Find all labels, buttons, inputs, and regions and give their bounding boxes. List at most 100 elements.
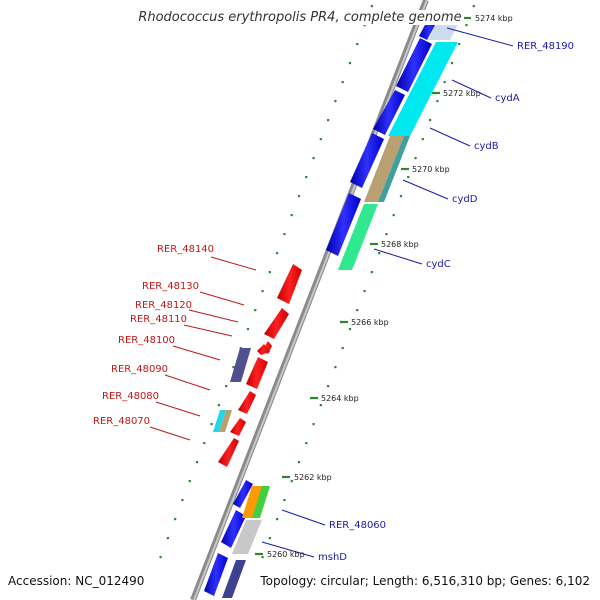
gene-band-cydb <box>378 136 410 202</box>
track-dot <box>276 252 279 255</box>
gene-label-rer48130: RER_48130 <box>142 281 199 292</box>
track-dot <box>195 461 199 464</box>
track-dot <box>261 290 264 293</box>
gene-reverse <box>218 438 239 467</box>
track-dot <box>159 556 162 559</box>
track-dot <box>327 119 330 122</box>
track-dot <box>421 138 424 141</box>
track-dot <box>443 81 446 84</box>
track-dot <box>341 347 344 350</box>
track-dot <box>174 518 177 521</box>
gene-reverse <box>277 264 302 304</box>
track-dot <box>261 556 264 559</box>
leader-line <box>281 509 326 526</box>
gene-label-rer48060: RER_48060 <box>329 520 386 531</box>
gene-label-cydb: cydB <box>474 141 499 152</box>
track-dot <box>188 480 191 483</box>
leader-line <box>155 401 201 417</box>
leader-line <box>188 309 239 323</box>
leader-line <box>210 256 257 271</box>
track-dot <box>385 233 388 236</box>
scale-ticks <box>255 16 471 556</box>
leader-line <box>446 27 514 47</box>
leader-lines <box>149 27 514 558</box>
gene-forward <box>204 553 228 596</box>
track-dot <box>290 480 293 483</box>
topology-text: Topology: circular; Length: 6,516,310 bp… <box>260 574 590 588</box>
track-dot <box>290 214 293 217</box>
scale-label: 5270 kbp <box>412 165 450 174</box>
leader-line <box>261 541 315 558</box>
track-dot <box>254 309 257 312</box>
track-dot <box>327 385 330 388</box>
track-dot <box>312 423 315 426</box>
track-dot <box>181 499 184 502</box>
track-dot <box>458 43 461 46</box>
gene-forward <box>350 133 384 188</box>
gene-label-rer48190: RER_48190 <box>517 41 574 52</box>
track-dot <box>399 195 403 198</box>
track-dot <box>348 328 352 331</box>
gene-band-rer48080 <box>213 410 226 432</box>
scale-label: 5260 kbp <box>267 550 305 559</box>
gene-reverse <box>238 391 256 414</box>
scale-labels: 5274 kbp 5272 kbp 5270 kbp 5268 kbp 5266… <box>267 14 513 559</box>
left-gene-labels[interactable]: RER_48140 RER_48130 RER_48120 RER_48110 … <box>93 244 214 427</box>
scale-label: 5274 kbp <box>475 14 513 23</box>
scale-label: 5272 kbp <box>443 89 481 98</box>
right-gene-labels[interactable]: RER_48190 cydA cydB cydD cydC RER_48060 … <box>318 41 574 563</box>
leader-line <box>199 291 245 306</box>
feature-bands[interactable] <box>222 16 462 598</box>
gene-band-cyda <box>388 42 458 136</box>
track-dot <box>370 271 373 274</box>
gene-forward <box>373 90 405 135</box>
track-dot <box>268 271 271 274</box>
track-dot <box>436 100 439 103</box>
track-dot <box>225 385 228 388</box>
track-dot <box>319 404 322 407</box>
gene-band-lower <box>222 560 246 598</box>
gene-label-mshd: mshD <box>318 552 347 563</box>
track-dot <box>210 423 213 426</box>
gene-band-rer48100 <box>230 348 251 382</box>
track-dot <box>378 252 381 255</box>
gene-label-rer48100: RER_48100 <box>118 335 175 346</box>
track-dot <box>276 518 279 521</box>
gene-label-cyda: cydA <box>495 93 520 104</box>
track-dot <box>414 157 417 160</box>
track-dot <box>283 499 286 502</box>
track-dot <box>363 290 366 293</box>
leader-line <box>429 127 471 147</box>
leader-line <box>373 248 423 265</box>
track-dot <box>297 195 301 198</box>
gene-band-cydd <box>364 136 404 202</box>
track-dot <box>283 233 286 236</box>
scale-label: 5264 kbp <box>321 394 359 403</box>
track-dot <box>356 43 359 46</box>
track-dot <box>334 366 337 369</box>
gene-label-rer48110: RER_48110 <box>130 314 187 325</box>
gene-band-rer48080-b <box>219 410 232 432</box>
track-dot <box>246 328 250 331</box>
gene-forward <box>221 510 246 548</box>
track-dot <box>472 5 475 8</box>
reverse-genes[interactable] <box>213 264 302 467</box>
track-dot <box>268 537 271 540</box>
gene-forward <box>396 38 432 92</box>
gene-forward <box>233 480 253 508</box>
track-dot <box>356 309 359 312</box>
leader-line <box>451 79 492 99</box>
gene-label-rer48140: RER_48140 <box>157 244 214 255</box>
track-dot <box>465 24 468 27</box>
gene-label-rer48070: RER_48070 <box>93 416 150 427</box>
gene-band-rer48060-b <box>242 486 262 518</box>
track-dot <box>232 366 235 369</box>
leader-line <box>172 345 221 361</box>
track-dot <box>363 24 366 27</box>
track-dot <box>319 138 322 141</box>
track-dot <box>305 442 308 445</box>
track-dot <box>341 81 344 84</box>
leader-line <box>149 426 191 441</box>
gene-label-cydd: cydD <box>452 194 478 205</box>
